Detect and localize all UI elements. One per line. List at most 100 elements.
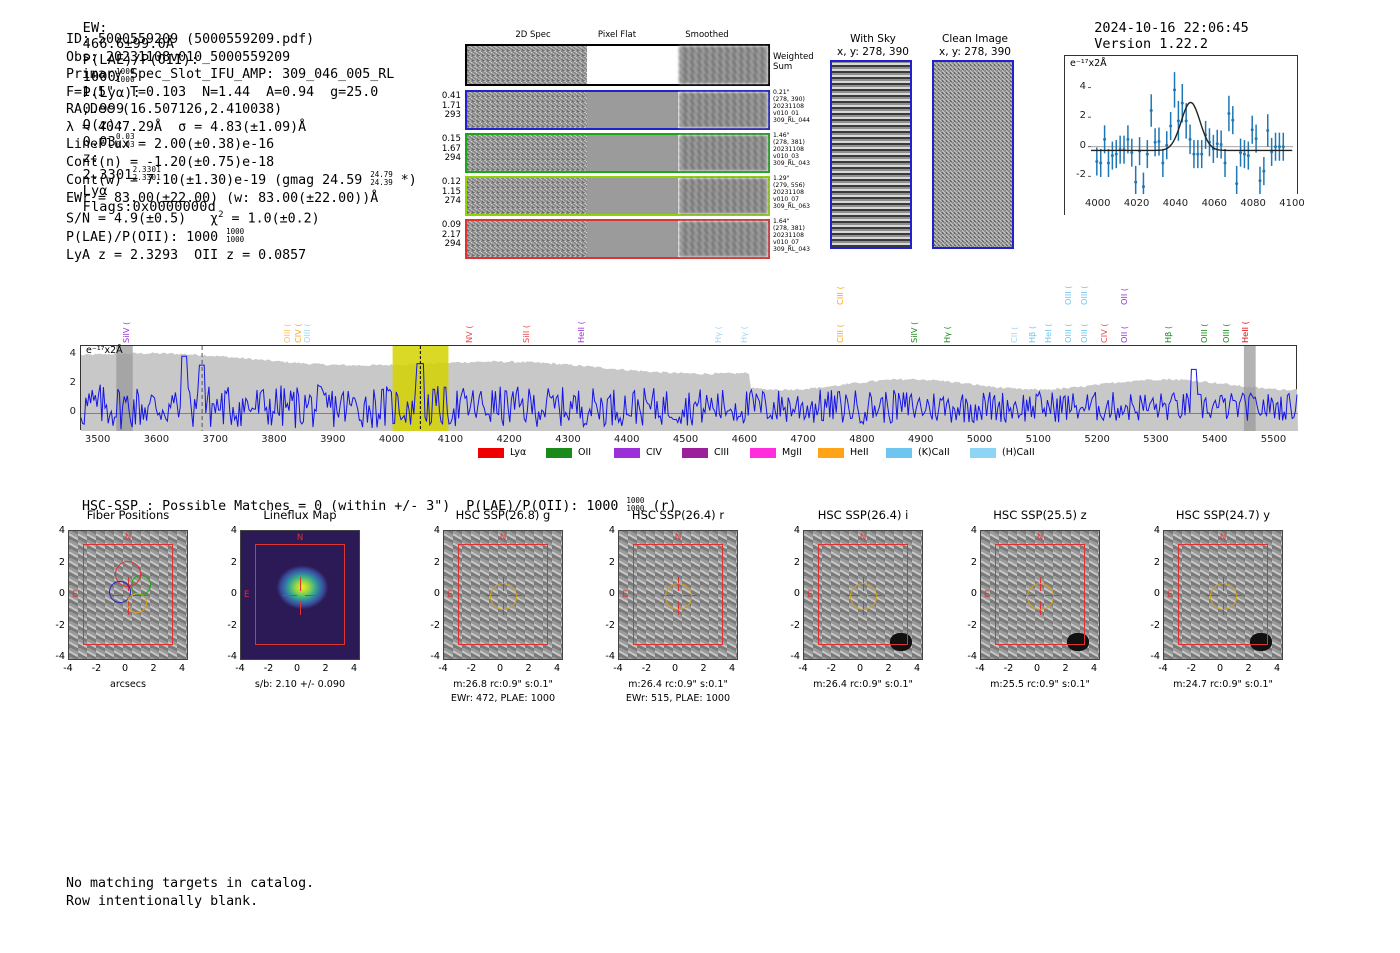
legend-swatch bbox=[750, 448, 776, 458]
legend-swatch bbox=[886, 448, 912, 458]
cutout-xtick: 0 bbox=[856, 663, 864, 674]
qz-label: Q(z): bbox=[82, 117, 125, 133]
cutout-title-0: Fiber Positions bbox=[86, 508, 170, 522]
fiber-row-1-pixelflat bbox=[587, 135, 678, 171]
cutout-xtick: 0 bbox=[496, 663, 504, 674]
cutout-ytick: -4 bbox=[790, 651, 800, 662]
aperture-circle bbox=[490, 583, 517, 610]
line-fit-xtick: 4020 bbox=[1123, 198, 1150, 209]
cutout-ytick: 2 bbox=[1153, 556, 1160, 568]
spec2d-panel: 2D Spec Pixel Flat Smoothed Weighted Sum… bbox=[425, 30, 814, 259]
cutout-caption1-3: m:26.4 rc:0.9" s:0.1" bbox=[628, 679, 728, 690]
spectrum-xtick: 3500 bbox=[84, 434, 111, 445]
cutout-caption2-2: EWr: 472, PLAE: 1000 bbox=[450, 693, 556, 704]
cutout-ytick: 0 bbox=[58, 588, 65, 599]
spectrum-line-label: Hβ ( bbox=[1027, 325, 1038, 343]
spectrum-line-label: Hγ ( bbox=[739, 326, 750, 343]
cutout-xtick: 2 bbox=[525, 663, 532, 674]
legend-label: OII bbox=[578, 447, 592, 458]
plae-range: 1000 1000 bbox=[115, 67, 135, 84]
cutout-east-marker: E bbox=[244, 590, 250, 600]
cutout-ytick: -4 bbox=[1150, 651, 1160, 662]
legend-label: (H)CaII bbox=[1002, 447, 1035, 458]
fiber-row-3-2dspec bbox=[467, 221, 588, 257]
fiber-row-3-strip bbox=[465, 219, 770, 259]
cutout-xtick: 4 bbox=[553, 663, 561, 674]
cutout-xtick: 0 bbox=[121, 663, 129, 674]
header-summary-line: EW: 466.6±99.0Å P(LAE)/P(OII): 1000 1000 1… bbox=[66, 4, 216, 215]
cutout-red-box-5 bbox=[995, 544, 1085, 645]
spectrum-xtick: 5500 bbox=[1260, 434, 1287, 445]
fiber-row-1-strip bbox=[465, 133, 770, 173]
info-ewr: EWr = 83.00(±22.00) (w: 83.00(±22.00))Å bbox=[66, 190, 379, 206]
cutout-ytick: 4 bbox=[793, 525, 800, 536]
legend-label: HeII bbox=[850, 447, 869, 458]
spectrum-xtick: 4200 bbox=[496, 434, 522, 445]
fiber-row-1-smoothed bbox=[679, 135, 768, 171]
cutout-red-box-3 bbox=[633, 544, 723, 645]
spectrum-xtick: 3900 bbox=[320, 434, 346, 445]
cutout-ytick: -4 bbox=[55, 651, 65, 662]
weighted-sum-2dspec bbox=[467, 46, 588, 84]
fiber-row-1-rightnums: 1.46" (278, 381) 20231108 v010_03 309_RL_0… bbox=[773, 132, 810, 167]
spectrum-line-label: Hβ ( bbox=[1162, 325, 1173, 343]
info-plae-range: 1000 1000 bbox=[226, 227, 245, 245]
cutout-xtick: -4 bbox=[438, 663, 448, 674]
line-fit-xtick: 4100 bbox=[1279, 198, 1305, 209]
legend-label: Lyα bbox=[510, 447, 527, 458]
cutout-xtick: -4 bbox=[235, 663, 245, 674]
cutout-xtick: 2 bbox=[150, 663, 157, 674]
cutout-xtick: 4 bbox=[1090, 663, 1098, 674]
fiber-row-0-leftnums: 0.41 1.71 293 bbox=[441, 91, 461, 121]
spectrum-line-label: HeII ( bbox=[1240, 321, 1251, 343]
clean-image-caption: Clean Image x, y: 278, 390 bbox=[939, 33, 1011, 58]
spectrum-xtick: 4700 bbox=[790, 434, 816, 445]
cutout-north-marker: N bbox=[296, 533, 304, 543]
fiber-row-0-rightnums: 0.21" (278, 390) 20231108 v010_01 309_RL_0… bbox=[773, 89, 810, 124]
legend-label: (K)CaII bbox=[918, 447, 950, 458]
spectrum-xtick: 3600 bbox=[143, 434, 170, 445]
spectrum-xtick: 4300 bbox=[555, 434, 581, 445]
spectrum-unit-annotation: e⁻¹⁷x2Å bbox=[86, 345, 123, 356]
cutout-ytick: -2 bbox=[55, 619, 65, 631]
z-label: z: bbox=[82, 150, 100, 166]
flags: Flags:0x0000000d bbox=[82, 199, 216, 215]
spectrum-line-label: OIII ( bbox=[1199, 323, 1210, 344]
line-fit-xtick: 4080 bbox=[1240, 198, 1266, 209]
cutout-title-3: HSC SSP(26.4) r bbox=[631, 508, 725, 522]
legend-swatch bbox=[546, 448, 572, 458]
plae-label: P(LAE)/P(OII): bbox=[82, 52, 200, 68]
info-radec: RA,Dec (16.507126,2.410038) bbox=[66, 102, 283, 118]
plae-value: 1000 bbox=[82, 69, 116, 85]
legend-swatch bbox=[970, 448, 996, 458]
cutout-ytick: 4 bbox=[970, 525, 977, 536]
fiber-row-0-2dspec bbox=[467, 92, 588, 128]
cutout-east-marker: E bbox=[1167, 590, 1173, 600]
line-fit-ytick: 4 bbox=[1079, 80, 1086, 92]
spectrum-xtick: 4600 bbox=[731, 434, 758, 445]
cutout-ytick: 4 bbox=[608, 525, 615, 536]
spectrum-xtick: 4800 bbox=[849, 434, 875, 445]
cutout-xtick: 4 bbox=[350, 663, 358, 674]
aperture-circle bbox=[850, 583, 877, 610]
crosshair-v-bottom bbox=[300, 601, 301, 615]
cutout-red-box-0 bbox=[83, 544, 173, 645]
ew-label: EW: bbox=[82, 20, 108, 36]
cutout-ytick: -2 bbox=[430, 619, 440, 631]
weighted-sum-strip bbox=[465, 44, 770, 86]
cutout-xtick: 0 bbox=[293, 663, 301, 674]
cutout-xtick: -2 bbox=[1003, 663, 1014, 674]
cutout-xtick: -4 bbox=[798, 663, 808, 674]
cutout-north-marker: N bbox=[1036, 533, 1044, 543]
cutout-ytick: 0 bbox=[793, 588, 800, 599]
cutout-title-6: HSC SSP(24.7) y bbox=[1175, 508, 1271, 522]
spectrum-line-label: OIII ( bbox=[1062, 323, 1073, 344]
info-sn: S/N = 4.9(±0.5) χ2 = 1.0(±0.2) bbox=[66, 210, 320, 227]
